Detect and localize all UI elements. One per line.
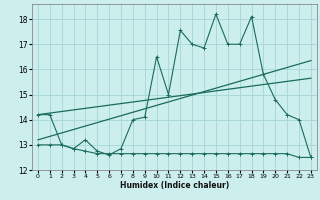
X-axis label: Humidex (Indice chaleur): Humidex (Indice chaleur) — [120, 181, 229, 190]
